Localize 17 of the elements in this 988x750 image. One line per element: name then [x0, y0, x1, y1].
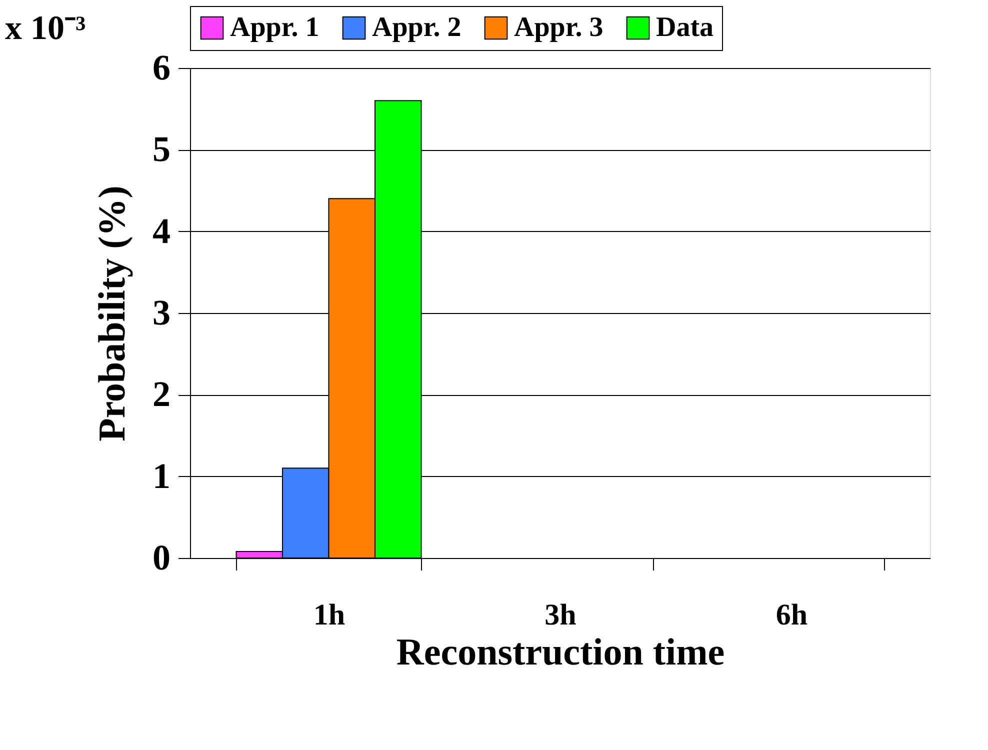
x-tick-label: 3h: [544, 598, 577, 632]
y-tick-label: 5: [152, 129, 170, 170]
x-tick-label: 6h: [776, 598, 808, 632]
legend-label: Appr. 3: [514, 12, 604, 43]
y-tick-label: 4: [152, 210, 170, 251]
x-axis-title: Reconstruction time: [396, 632, 725, 674]
x-tick-label: 1h: [313, 598, 346, 632]
y-tick-label: 6: [152, 48, 170, 88]
legend-label: Appr. 2: [372, 12, 462, 43]
text: x 10⁻³: [5, 10, 86, 47]
y-tick-label: 0: [152, 538, 170, 578]
legend-label: Appr. 1: [230, 12, 320, 43]
y-axis-title: Probability (%): [92, 186, 134, 442]
legend-label: Data: [656, 12, 714, 43]
y-tick-label: 3: [152, 292, 170, 332]
y-tick-label: 1: [152, 456, 170, 496]
y-tick-label: 2: [152, 374, 170, 414]
